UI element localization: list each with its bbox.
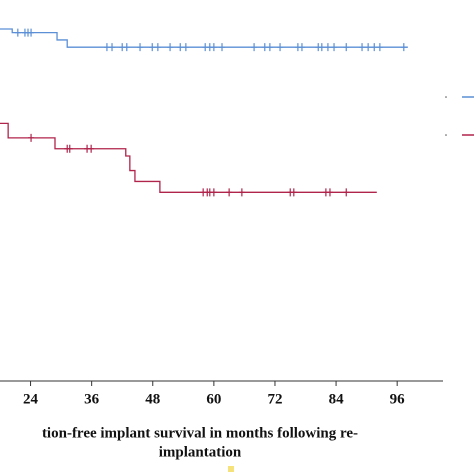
x-axis-label: implantation: [159, 444, 242, 460]
censor-mark: [210, 188, 217, 197]
censor-mark: [371, 43, 378, 52]
censor-mark: [365, 43, 372, 52]
censor-mark: [238, 188, 245, 197]
censor-mark: [149, 43, 156, 52]
censor-mark: [343, 43, 350, 52]
censor-mark: [66, 144, 73, 153]
censor-mark: [182, 43, 189, 52]
survival-line: [0, 28, 408, 48]
censor-mark: [210, 43, 217, 52]
censor-mark: [343, 188, 350, 197]
x-tick-label: 60: [206, 391, 221, 407]
decoration: [228, 466, 234, 472]
legend-dot: [445, 134, 447, 136]
x-axis-label: tion-free implant survival in months fol…: [42, 425, 358, 441]
censor-mark: [251, 43, 258, 52]
censor-mark: [324, 43, 331, 52]
x-tick-label: 84: [329, 391, 345, 407]
censor-mark: [318, 43, 325, 52]
censor-mark: [123, 43, 130, 52]
censor-mark: [261, 43, 268, 52]
x-tick-label: 36: [84, 391, 100, 407]
censor-mark: [137, 43, 144, 52]
censor-mark: [167, 43, 174, 52]
censor-mark: [359, 43, 366, 52]
x-tick-label: 24: [23, 391, 39, 407]
x-tick-label: 96: [390, 391, 406, 407]
censor-mark: [266, 43, 273, 52]
censor-mark: [219, 43, 226, 52]
censor-mark: [154, 43, 161, 52]
censor-mark: [14, 28, 21, 37]
censor-mark: [326, 188, 333, 197]
censor-mark: [331, 43, 338, 52]
censor-mark: [376, 43, 383, 52]
censor-mark: [103, 43, 110, 52]
censor-mark: [109, 43, 116, 52]
survival-line: [0, 122, 377, 193]
legend-dot: [445, 96, 447, 98]
censor-mark: [226, 188, 233, 197]
censor-mark: [28, 28, 35, 37]
x-tick-label: 48: [145, 391, 160, 407]
censor-mark: [177, 43, 184, 52]
censor-mark: [290, 188, 297, 197]
censor-mark: [400, 43, 407, 52]
x-tick-label: 72: [267, 391, 282, 407]
censor-mark: [28, 133, 35, 142]
censor-mark: [88, 144, 95, 153]
censor-mark: [277, 43, 284, 52]
censor-mark: [298, 43, 305, 52]
